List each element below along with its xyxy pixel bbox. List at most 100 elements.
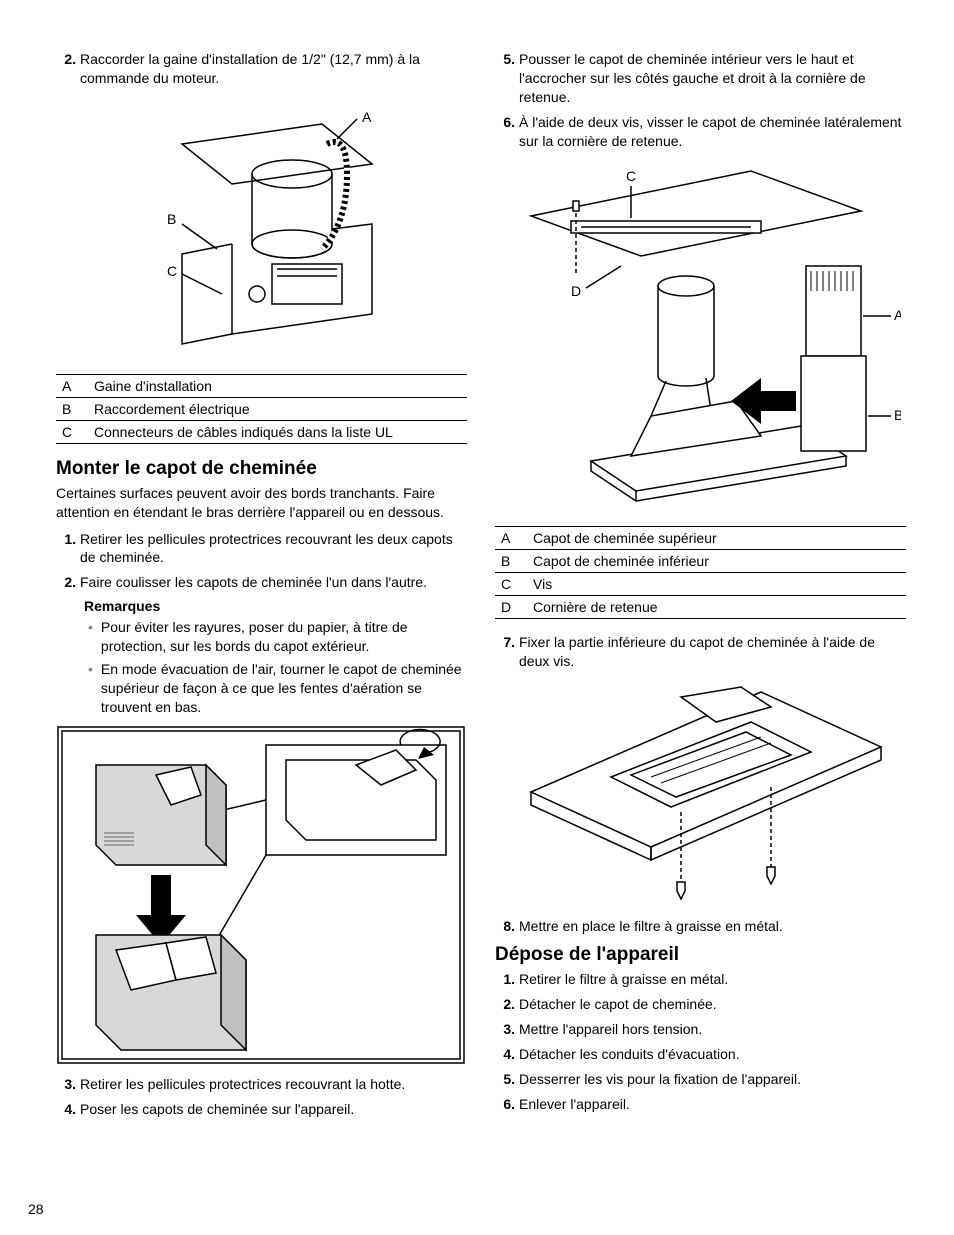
step-6: 6. À l'aide de deux vis, visser le capot…: [495, 113, 906, 151]
step-text: Retirer les pellicules protectrices reco…: [80, 1075, 467, 1094]
step-text: Détacher le capot de cheminée.: [519, 995, 906, 1014]
step-text: Enlever l'appareil.: [519, 1095, 906, 1114]
step-m4: 4. Poser les capots de cheminée sur l'ap…: [56, 1100, 467, 1119]
remarques-heading: Remarques: [84, 598, 467, 614]
figure-underside-fix: [495, 677, 906, 907]
steps-list: 2. Raccorder la gaine d'installation de …: [56, 50, 467, 88]
intro-paragraph: Certaines surfaces peuvent avoir des bor…: [56, 484, 467, 522]
step-text: Détacher les conduits d'évacuation.: [519, 1045, 906, 1064]
legend-row: D Cornière de retenue: [495, 596, 906, 619]
step-number: 1.: [56, 530, 76, 568]
steps-list-right-2: 7. Fixer la partie inférieure du capot d…: [495, 633, 906, 671]
legend-key: B: [56, 397, 92, 420]
step-text: Fixer la partie inférieure du capot de c…: [519, 633, 906, 671]
step-number: 6.: [495, 113, 515, 151]
depose-step: 4. Détacher les conduits d'évacuation.: [495, 1045, 906, 1064]
step-text: Poser les capots de cheminée sur l'appar…: [80, 1100, 467, 1119]
depose-step: 1. Retirer le filtre à graisse en métal.: [495, 970, 906, 989]
step-2: 2. Raccorder la gaine d'installation de …: [56, 50, 467, 88]
step-text: Raccorder la gaine d'installation de 1/2…: [80, 50, 467, 88]
step-number: 2.: [56, 50, 76, 88]
step-number: 3.: [56, 1075, 76, 1094]
underside-fix-icon: [511, 677, 891, 907]
depose-step: 6. Enlever l'appareil.: [495, 1095, 906, 1114]
steps-list-right: 5. Pousser le capot de cheminée intérieu…: [495, 50, 906, 150]
step-text: Retirer les pellicules protectrices reco…: [80, 530, 467, 568]
remarque-item: En mode évacuation de l'air, tourner le …: [84, 660, 467, 717]
page-number: 28: [28, 1201, 44, 1217]
step-text: Retirer le filtre à graisse en métal.: [519, 970, 906, 989]
step-number: 6.: [495, 1095, 515, 1114]
legend-row: A Gaine d'installation: [56, 374, 467, 397]
legend-value: Raccordement électrique: [92, 397, 467, 420]
motor-assembly-icon: A B C: [122, 94, 402, 364]
chimney-slide-icon: [56, 725, 466, 1065]
legend-value: Capot de cheminée supérieur: [531, 527, 906, 550]
figure-chimney-mount: C D: [495, 156, 906, 516]
step-5: 5. Pousser le capot de cheminée intérieu…: [495, 50, 906, 107]
step-7: 7. Fixer la partie inférieure du capot d…: [495, 633, 906, 671]
step-number: 2.: [495, 995, 515, 1014]
step-text: Faire coulisser les capots de cheminée l…: [80, 573, 467, 592]
legend-key: A: [56, 374, 92, 397]
steps-list-monter-2: 3. Retirer les pellicules protectrices r…: [56, 1075, 467, 1119]
label-b: B: [167, 211, 176, 227]
step-number: 2.: [56, 573, 76, 592]
remarque-text: Pour éviter les rayures, poser du papier…: [101, 618, 467, 656]
step-text: Mettre l'appareil hors tension.: [519, 1020, 906, 1039]
depose-steps: 1. Retirer le filtre à graisse en métal.…: [495, 970, 906, 1113]
remarques-list: Pour éviter les rayures, poser du papier…: [84, 618, 467, 716]
steps-list-right-3: 8. Mettre en place le filtre à graisse e…: [495, 917, 906, 936]
step-text: À l'aide de deux vis, visser le capot de…: [519, 113, 906, 151]
step-text: Desserrer les vis pour la fixation de l'…: [519, 1070, 906, 1089]
legend-key: C: [495, 573, 531, 596]
chimney-mount-icon: C D: [501, 156, 901, 516]
legend-row: C Vis: [495, 573, 906, 596]
step-number: 3.: [495, 1020, 515, 1039]
section-title-monter: Monter le capot de cheminée: [56, 458, 467, 480]
legend-value: Cornière de retenue: [531, 596, 906, 619]
step-text: Mettre en place le filtre à graisse en m…: [519, 917, 906, 936]
step-m2: 2. Faire coulisser les capots de cheminé…: [56, 573, 467, 592]
legend-value: Capot de cheminée inférieur: [531, 550, 906, 573]
label-a: A: [894, 307, 901, 323]
section-title-depose: Dépose de l'appareil: [495, 944, 906, 966]
right-column: 5. Pousser le capot de cheminée intérieu…: [495, 50, 906, 1124]
legend-key: B: [495, 550, 531, 573]
step-number: 7.: [495, 633, 515, 671]
label-c: C: [167, 263, 177, 279]
figure-motor-assembly: A B C: [56, 94, 467, 364]
label-b: B: [894, 407, 901, 423]
legend-value: Gaine d'installation: [92, 374, 467, 397]
legend-value: Connecteurs de câbles indiqués dans la l…: [92, 420, 467, 443]
step-number: 5.: [495, 50, 515, 107]
steps-list-monter: 1. Retirer les pellicules protectrices r…: [56, 530, 467, 593]
label-d: D: [571, 283, 581, 299]
remarque-item: Pour éviter les rayures, poser du papier…: [84, 618, 467, 656]
step-m3: 3. Retirer les pellicules protectrices r…: [56, 1075, 467, 1094]
legend-table-2: A Capot de cheminée supérieur B Capot de…: [495, 526, 906, 619]
step-number: 8.: [495, 917, 515, 936]
step-number: 4.: [56, 1100, 76, 1119]
legend-key: C: [56, 420, 92, 443]
legend-row: B Capot de cheminée inférieur: [495, 550, 906, 573]
page: 2. Raccorder la gaine d'installation de …: [0, 0, 954, 1235]
legend-row: B Raccordement électrique: [56, 397, 467, 420]
step-number: 5.: [495, 1070, 515, 1089]
left-column: 2. Raccorder la gaine d'installation de …: [56, 50, 467, 1124]
legend-key: A: [495, 527, 531, 550]
step-8: 8. Mettre en place le filtre à graisse e…: [495, 917, 906, 936]
two-column-layout: 2. Raccorder la gaine d'installation de …: [56, 50, 906, 1124]
remarque-text: En mode évacuation de l'air, tourner le …: [101, 660, 467, 717]
label-a: A: [362, 109, 372, 125]
label-c: C: [626, 168, 636, 184]
legend-row: A Capot de cheminée supérieur: [495, 527, 906, 550]
depose-step: 3. Mettre l'appareil hors tension.: [495, 1020, 906, 1039]
depose-step: 2. Détacher le capot de cheminée.: [495, 995, 906, 1014]
step-m1: 1. Retirer les pellicules protectrices r…: [56, 530, 467, 568]
legend-key: D: [495, 596, 531, 619]
legend-row: C Connecteurs de câbles indiqués dans la…: [56, 420, 467, 443]
legend-table-1: A Gaine d'installation B Raccordement él…: [56, 374, 467, 444]
step-number: 1.: [495, 970, 515, 989]
step-text: Pousser le capot de cheminée intérieur v…: [519, 50, 906, 107]
